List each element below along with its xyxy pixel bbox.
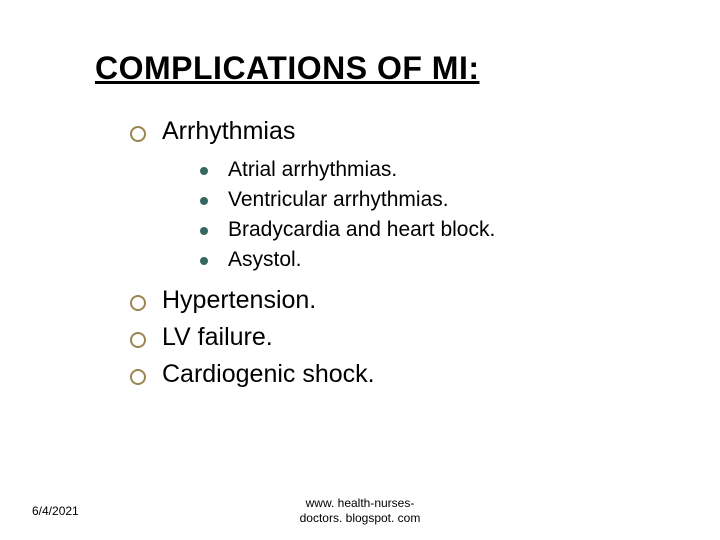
list-item: Asystol. <box>200 248 720 272</box>
list-item-text: Atrial arrhythmias. <box>228 158 397 181</box>
list-item-text: Bradycardia and heart block. <box>228 218 495 241</box>
list-item-text: Ventricular arrhythmias. <box>228 188 449 211</box>
slide-title: COMPLICATIONS OF MI: <box>95 50 720 87</box>
list-item-text: Asystol. <box>228 248 302 271</box>
list-item: LV failure. <box>130 323 720 352</box>
list-item: Arrhythmias Atrial arrhythmias. Ventricu… <box>130 117 720 272</box>
list-item: Cardiogenic shock. <box>130 360 720 389</box>
footer-url-line2: doctors. blogspot. com <box>300 511 421 525</box>
list-item: Ventricular arrhythmias. <box>200 188 720 212</box>
footer-url: www. health-nurses- doctors. blogspot. c… <box>0 496 720 526</box>
footer-url-line1: www. health-nurses- <box>306 496 415 510</box>
slide: COMPLICATIONS OF MI: Arrhythmias Atrial … <box>0 0 720 540</box>
list-item: Atrial arrhythmias. <box>200 158 720 182</box>
list-item-text: Arrhythmias <box>162 117 295 145</box>
list-item: Bradycardia and heart block. <box>200 218 720 242</box>
list-item: Hypertension. <box>130 286 720 315</box>
list-item-text: LV failure. <box>162 323 273 351</box>
list-item-text: Cardiogenic shock. <box>162 360 375 388</box>
bullet-list-level1: Arrhythmias Atrial arrhythmias. Ventricu… <box>95 117 720 389</box>
bullet-list-level2: Atrial arrhythmias. Ventricular arrhythm… <box>162 158 720 272</box>
list-item-text: Hypertension. <box>162 286 316 314</box>
